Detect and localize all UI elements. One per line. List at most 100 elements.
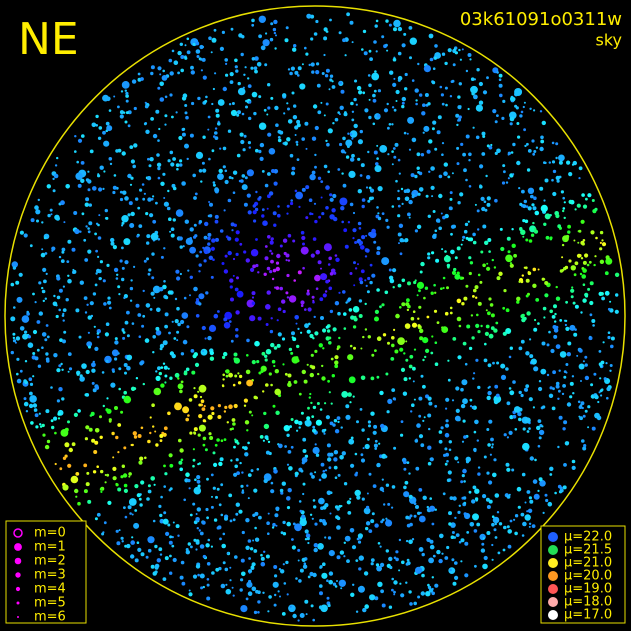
star bbox=[298, 420, 303, 426]
star bbox=[132, 431, 137, 436]
star bbox=[140, 426, 144, 430]
star bbox=[224, 567, 229, 572]
star bbox=[361, 204, 365, 209]
star bbox=[178, 135, 183, 141]
star bbox=[342, 183, 347, 188]
star bbox=[162, 172, 166, 176]
star bbox=[32, 375, 35, 378]
star bbox=[117, 487, 122, 492]
star bbox=[579, 272, 583, 276]
star bbox=[525, 384, 530, 388]
star bbox=[184, 44, 187, 47]
star bbox=[313, 505, 317, 509]
star bbox=[274, 388, 282, 396]
star bbox=[451, 79, 455, 83]
star bbox=[99, 260, 103, 264]
star bbox=[324, 402, 327, 405]
star bbox=[337, 473, 341, 477]
star bbox=[581, 242, 585, 246]
star bbox=[420, 261, 425, 267]
star bbox=[506, 236, 511, 241]
star bbox=[434, 508, 437, 511]
star bbox=[260, 556, 265, 561]
star bbox=[317, 543, 324, 550]
star bbox=[590, 230, 595, 235]
star bbox=[299, 518, 307, 527]
star bbox=[191, 370, 196, 375]
star bbox=[139, 503, 143, 507]
star bbox=[225, 588, 232, 595]
star bbox=[115, 277, 119, 280]
star bbox=[270, 96, 274, 100]
star bbox=[75, 308, 80, 313]
star bbox=[172, 218, 176, 222]
star bbox=[88, 203, 93, 207]
star bbox=[528, 239, 533, 243]
star bbox=[121, 329, 125, 332]
image-mode: sky bbox=[596, 31, 623, 50]
star bbox=[491, 522, 495, 527]
star bbox=[150, 65, 155, 70]
star bbox=[132, 164, 136, 169]
star bbox=[522, 521, 527, 527]
star bbox=[512, 173, 515, 176]
star bbox=[532, 152, 536, 156]
star bbox=[141, 324, 145, 328]
star bbox=[329, 197, 334, 202]
star bbox=[411, 403, 415, 408]
star bbox=[607, 331, 611, 335]
star bbox=[311, 70, 315, 74]
star bbox=[291, 166, 296, 171]
star bbox=[24, 330, 28, 334]
star bbox=[531, 524, 536, 528]
star bbox=[129, 286, 134, 291]
star bbox=[340, 206, 345, 211]
star bbox=[135, 377, 139, 380]
star bbox=[301, 369, 306, 375]
star bbox=[344, 54, 347, 57]
star bbox=[565, 326, 570, 331]
star bbox=[185, 115, 189, 120]
star bbox=[518, 390, 522, 395]
star bbox=[279, 286, 284, 291]
star bbox=[275, 261, 280, 265]
star bbox=[340, 505, 343, 507]
star bbox=[509, 519, 513, 523]
star bbox=[307, 406, 310, 410]
star bbox=[54, 462, 57, 466]
star bbox=[345, 139, 353, 147]
star bbox=[257, 611, 260, 614]
star bbox=[131, 443, 134, 447]
star bbox=[458, 324, 462, 328]
star bbox=[345, 301, 348, 304]
star bbox=[123, 390, 127, 395]
star bbox=[403, 467, 407, 471]
star bbox=[322, 347, 325, 350]
star bbox=[91, 362, 96, 368]
star bbox=[325, 325, 329, 329]
star bbox=[591, 426, 596, 431]
star bbox=[360, 458, 366, 463]
star bbox=[414, 279, 417, 282]
star bbox=[30, 218, 35, 223]
star bbox=[328, 286, 333, 291]
star bbox=[326, 443, 331, 448]
star bbox=[478, 100, 484, 105]
star bbox=[314, 349, 318, 353]
star bbox=[227, 198, 232, 203]
star bbox=[32, 292, 35, 296]
star bbox=[285, 291, 289, 295]
star bbox=[275, 410, 280, 415]
star bbox=[430, 291, 434, 295]
star bbox=[131, 322, 135, 325]
star bbox=[463, 435, 467, 439]
star bbox=[137, 313, 142, 317]
star bbox=[469, 405, 473, 408]
star bbox=[216, 487, 220, 491]
star bbox=[286, 273, 290, 278]
star bbox=[152, 285, 161, 294]
star bbox=[173, 337, 177, 340]
star bbox=[213, 313, 219, 319]
star bbox=[204, 221, 209, 227]
star bbox=[213, 135, 216, 138]
